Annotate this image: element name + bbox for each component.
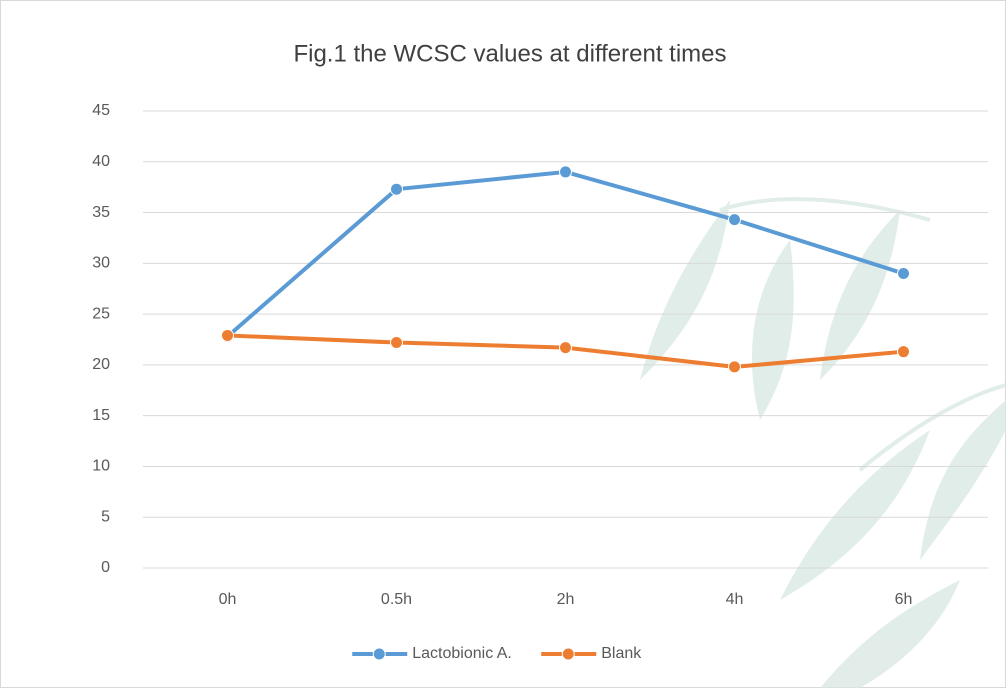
- legend-marker: [561, 647, 575, 661]
- x-tick-label: 6h: [895, 591, 913, 608]
- y-tick-label: 35: [92, 204, 110, 221]
- y-tick-label: 25: [92, 305, 110, 322]
- x-tick-label: 4h: [726, 591, 744, 608]
- y-tick-label: 5: [101, 508, 110, 525]
- point: [897, 345, 910, 359]
- watermark: [640, 197, 1006, 688]
- point: [559, 341, 572, 355]
- point: [728, 360, 741, 374]
- legend-marker: [372, 647, 386, 661]
- y-tick-label: 0: [101, 559, 110, 576]
- x-tick-label: 2h: [557, 591, 575, 608]
- point: [221, 328, 234, 342]
- legend-label: Lactobionic A.: [412, 645, 512, 662]
- y-tick-label: 40: [92, 153, 110, 170]
- y-tick-label: 30: [92, 255, 110, 272]
- y-tick-label: 10: [92, 458, 110, 475]
- point: [897, 266, 910, 280]
- point: [390, 336, 403, 350]
- x-tick-label: 0.5h: [381, 591, 412, 608]
- y-tick-label: 45: [92, 102, 110, 119]
- point: [390, 182, 403, 196]
- point: [559, 165, 572, 179]
- point: [728, 213, 741, 227]
- y-tick-label: 20: [92, 356, 110, 373]
- x-tick-label: 0h: [219, 591, 237, 608]
- y-tick-label: 15: [92, 407, 110, 424]
- legend-label: Blank: [601, 645, 642, 662]
- chart-title: Fig.1 the WCSC values at different times: [293, 40, 726, 67]
